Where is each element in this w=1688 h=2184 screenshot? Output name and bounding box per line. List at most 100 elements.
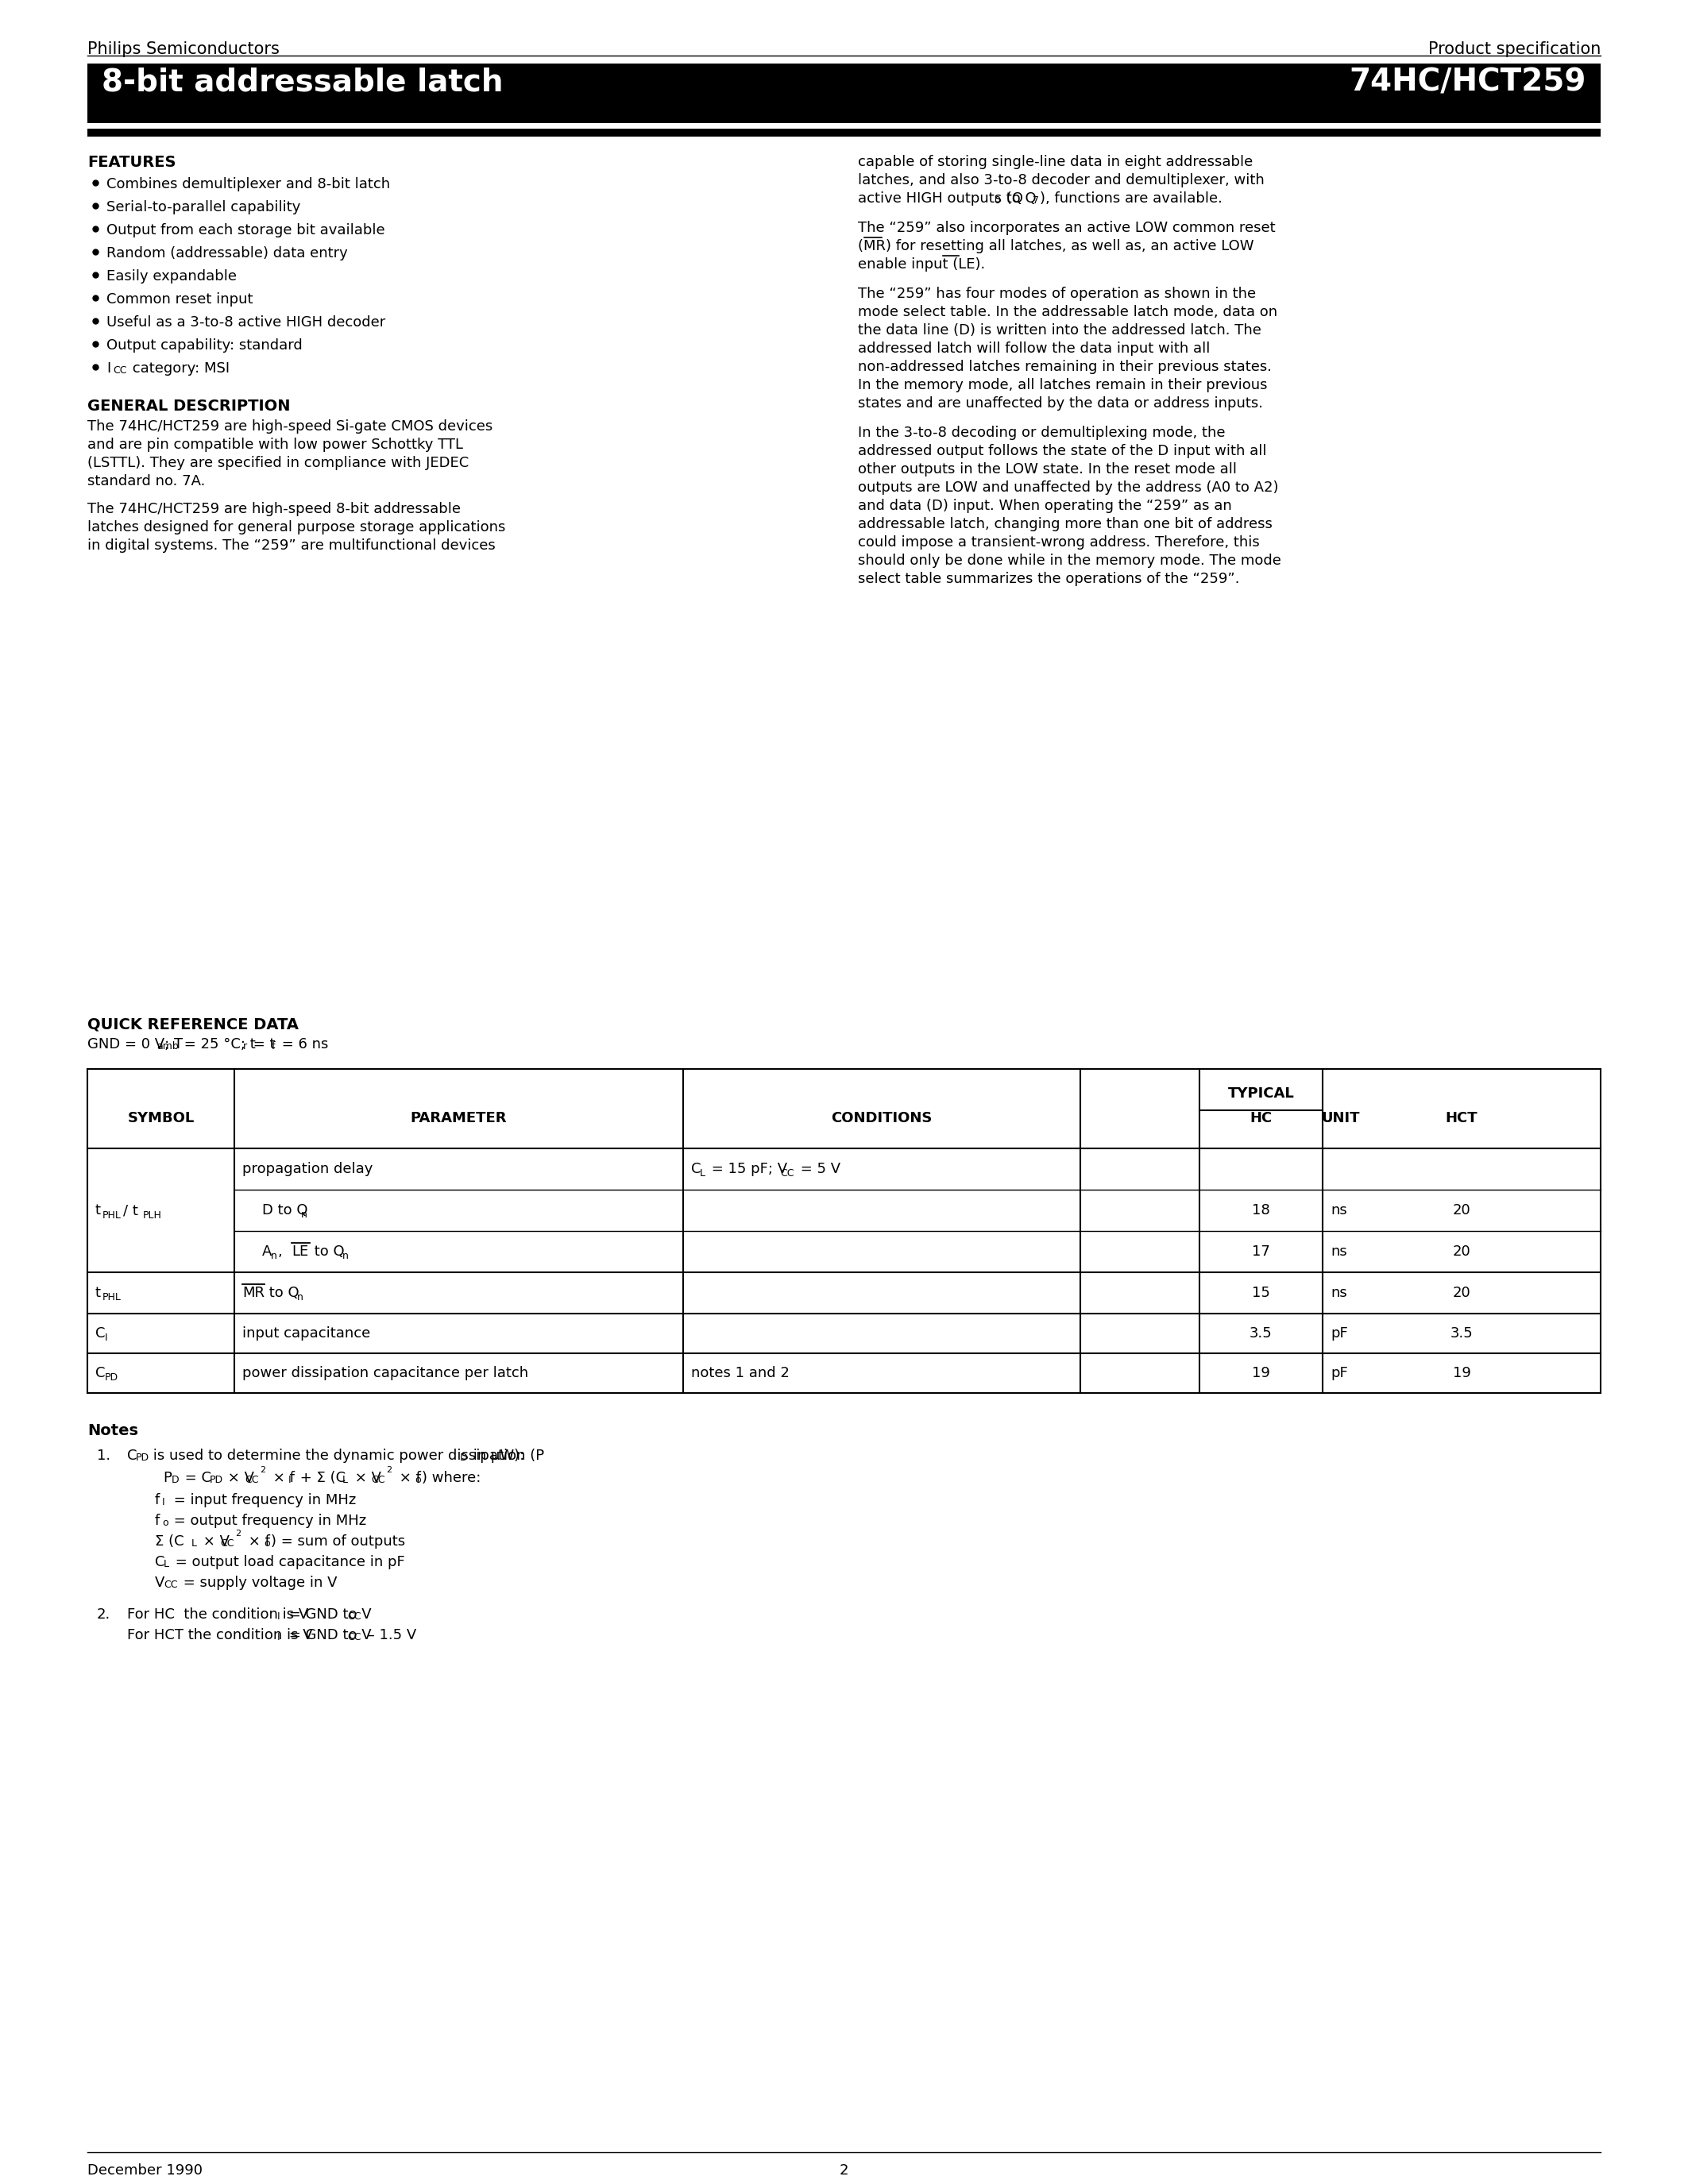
Text: pF: pF (1330, 1326, 1347, 1341)
Text: f: f (155, 1494, 160, 1507)
Text: is used to determine the dynamic power dissipation (P: is used to determine the dynamic power d… (149, 1448, 544, 1463)
Text: C: C (155, 1555, 165, 1570)
Text: Notes: Notes (88, 1424, 138, 1439)
Text: CC: CC (371, 1474, 385, 1485)
Text: CC: CC (113, 365, 127, 376)
Text: + Σ (C: + Σ (C (295, 1470, 346, 1485)
Text: Serial-to-parallel capability: Serial-to-parallel capability (106, 201, 300, 214)
Text: in digital systems. The “259” are multifunctional devices: in digital systems. The “259” are multif… (88, 539, 496, 553)
Text: = output frequency in MHz: = output frequency in MHz (169, 1514, 366, 1529)
Text: 3.5: 3.5 (1450, 1326, 1474, 1341)
Text: CC: CC (164, 1579, 177, 1590)
Text: 8-bit addressable latch: 8-bit addressable latch (101, 68, 503, 96)
Text: mode select table. In the addressable latch mode, data on: mode select table. In the addressable la… (858, 306, 1278, 319)
Text: n: n (297, 1291, 302, 1302)
Text: latches designed for general purpose storage applications: latches designed for general purpose sto… (88, 520, 505, 535)
Text: 20: 20 (1453, 1245, 1470, 1258)
Text: The “259” also incorporates an active LOW common reset: The “259” also incorporates an active LO… (858, 221, 1276, 236)
Text: 2: 2 (235, 1529, 241, 1538)
Text: pF: pF (1330, 1365, 1347, 1380)
Text: I: I (162, 1496, 165, 1507)
Text: PARAMETER: PARAMETER (410, 1112, 506, 1125)
Text: CC: CC (245, 1474, 258, 1485)
Text: = output load capacitance in pF: = output load capacitance in pF (170, 1555, 405, 1570)
Text: P: P (162, 1470, 172, 1485)
Text: 1.: 1. (96, 1448, 110, 1463)
Text: = GND to V: = GND to V (284, 1607, 371, 1623)
Text: ns: ns (1330, 1286, 1347, 1299)
Text: in μW):: in μW): (468, 1448, 523, 1463)
Text: 0: 0 (994, 194, 1001, 205)
Text: standard no. 7A.: standard no. 7A. (88, 474, 206, 489)
Text: input capacitance: input capacitance (243, 1326, 370, 1341)
Text: 19: 19 (1252, 1365, 1269, 1380)
Text: MR: MR (243, 1286, 265, 1299)
Text: I: I (106, 360, 111, 376)
Text: L: L (343, 1474, 348, 1485)
Text: ), functions are available.: ), functions are available. (1040, 192, 1222, 205)
Text: capable of storing single-line data in eight addressable: capable of storing single-line data in e… (858, 155, 1252, 168)
Text: f: f (155, 1514, 160, 1529)
Text: could impose a transient-wrong address. Therefore, this: could impose a transient-wrong address. … (858, 535, 1259, 550)
Text: × V: × V (199, 1535, 230, 1548)
Text: D: D (459, 1452, 468, 1463)
Text: GND = 0 V; T: GND = 0 V; T (88, 1037, 182, 1051)
Text: addressed output follows the state of the D input with all: addressed output follows the state of th… (858, 443, 1266, 459)
Text: × V: × V (223, 1470, 255, 1485)
Text: Output from each storage bit available: Output from each storage bit available (106, 223, 385, 238)
Text: latches, and also 3-to-8 decoder and demultiplexer, with: latches, and also 3-to-8 decoder and dem… (858, 173, 1264, 188)
Text: Σ (C: Σ (C (155, 1535, 184, 1548)
Text: ) where:: ) where: (422, 1470, 481, 1485)
Text: r: r (243, 1042, 246, 1051)
Text: to Q: to Q (265, 1286, 299, 1299)
Text: I: I (277, 1612, 280, 1623)
Bar (88, 63, 1600, 122)
Text: = 25 °C; t: = 25 °C; t (179, 1037, 255, 1051)
Text: L: L (164, 1559, 169, 1570)
Text: o: o (162, 1518, 169, 1529)
Text: × f: × f (243, 1535, 270, 1548)
Text: f: f (272, 1042, 275, 1051)
Text: = input frequency in MHz: = input frequency in MHz (169, 1494, 356, 1507)
Text: n: n (270, 1251, 277, 1260)
Text: Common reset input: Common reset input (106, 293, 253, 306)
Text: L: L (701, 1168, 706, 1177)
Text: D to Q: D to Q (262, 1203, 307, 1216)
Text: Product specification: Product specification (1428, 41, 1600, 57)
Text: enable input (LE).: enable input (LE). (858, 258, 986, 271)
Text: For HC  the condition is V: For HC the condition is V (127, 1607, 309, 1623)
Text: Combines demultiplexer and 8-bit latch: Combines demultiplexer and 8-bit latch (106, 177, 390, 192)
Text: Useful as a 3-to-8 active HIGH decoder: Useful as a 3-to-8 active HIGH decoder (106, 314, 385, 330)
Bar (88, 129, 1600, 138)
Text: CC: CC (219, 1538, 235, 1548)
Text: Philips Semiconductors: Philips Semiconductors (88, 41, 280, 57)
Text: addressed latch will follow the data input with all: addressed latch will follow the data inp… (858, 341, 1210, 356)
Text: UNIT: UNIT (1322, 1112, 1361, 1125)
Text: GENERAL DESCRIPTION: GENERAL DESCRIPTION (88, 400, 290, 413)
Text: 17: 17 (1252, 1245, 1269, 1258)
Text: 20: 20 (1453, 1286, 1470, 1299)
Text: A: A (262, 1245, 272, 1258)
Text: ns: ns (1330, 1203, 1347, 1216)
Text: CC: CC (348, 1612, 361, 1623)
Text: PD: PD (135, 1452, 150, 1463)
Text: V: V (155, 1575, 165, 1590)
Text: = supply voltage in V: = supply voltage in V (179, 1575, 338, 1590)
Text: CC: CC (780, 1168, 793, 1177)
Text: (MR) for resetting all latches, as well as, an active LOW: (MR) for resetting all latches, as well … (858, 238, 1254, 253)
Text: = 6 ns: = 6 ns (277, 1037, 329, 1051)
Text: The “259” has four modes of operation as shown in the: The “259” has four modes of operation as… (858, 286, 1256, 301)
Text: = 5 V: = 5 V (797, 1162, 841, 1177)
Text: 15: 15 (1252, 1286, 1269, 1299)
Text: o: o (415, 1474, 420, 1485)
Text: Output capability: standard: Output capability: standard (106, 339, 302, 352)
Text: select table summarizes the operations of the “259”.: select table summarizes the operations o… (858, 572, 1239, 585)
Text: to Q: to Q (311, 1245, 344, 1258)
Text: ns: ns (1330, 1245, 1347, 1258)
Text: states and are unaffected by the data or address inputs.: states and are unaffected by the data or… (858, 395, 1263, 411)
Text: ,: , (279, 1245, 287, 1258)
Text: 19: 19 (1452, 1365, 1470, 1380)
Text: December 1990: December 1990 (88, 2164, 203, 2177)
Text: The 74HC/HCT259 are high-speed Si-gate CMOS devices: The 74HC/HCT259 are high-speed Si-gate C… (88, 419, 493, 435)
Text: active HIGH outputs (Q: active HIGH outputs (Q (858, 192, 1023, 205)
